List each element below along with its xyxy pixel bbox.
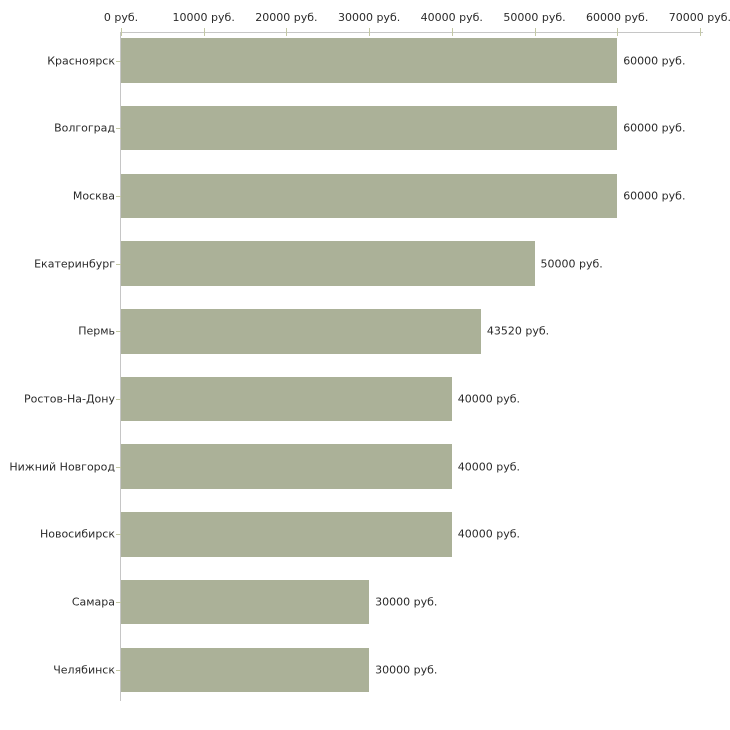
category-label: Нижний Новгород <box>9 460 115 474</box>
bar <box>121 376 452 422</box>
category-label: Новосибирск <box>39 527 115 541</box>
bar <box>121 444 452 489</box>
value-label: 60000 руб. <box>623 189 686 203</box>
value-label: 30000 руб. <box>375 595 438 609</box>
bar <box>121 173 618 219</box>
x-axis-tick-label: 60000 руб. <box>586 11 649 24</box>
bar <box>121 579 370 625</box>
x-axis-tick-label: 40000 руб. <box>420 11 483 24</box>
x-axis-tick-mark <box>203 28 205 36</box>
x-axis-tick-label: 70000 руб. <box>668 11 730 24</box>
value-label: 40000 руб. <box>457 392 521 406</box>
y-axis-tick-mark <box>116 669 122 671</box>
bar <box>121 512 452 557</box>
bar <box>121 105 618 151</box>
x-axis-tick-label: 20000 руб. <box>255 11 318 24</box>
x-axis-tick-mark <box>451 28 453 36</box>
category-label: Ростов-На-Дону <box>23 392 115 406</box>
category-label: Москва <box>72 189 115 203</box>
value-label: 60000 руб. <box>623 54 686 67</box>
y-axis-tick-mark <box>116 534 122 536</box>
y-axis-tick-mark <box>116 263 122 265</box>
category-label: Челябинск <box>53 663 115 677</box>
y-axis-tick-mark <box>116 466 122 468</box>
x-axis-tick-mark <box>699 28 701 36</box>
category-label: Самара <box>71 595 115 609</box>
x-axis-tick-mark <box>286 28 288 36</box>
value-label: 40000 руб. <box>457 460 521 474</box>
x-axis-line <box>120 32 703 33</box>
value-label: 60000 руб. <box>623 121 686 135</box>
y-axis-tick-mark <box>116 128 122 130</box>
x-axis-tick-mark <box>534 28 536 36</box>
bar <box>121 309 481 354</box>
category-label: Пермь <box>78 324 115 338</box>
category-label: Красноярск <box>47 54 115 67</box>
bar <box>121 38 618 83</box>
x-axis-tick-mark <box>369 28 371 36</box>
x-axis-tick-label: 10000 руб. <box>172 11 235 24</box>
y-axis-tick-mark <box>116 60 122 62</box>
x-axis-tick-label: 0 руб. <box>103 11 139 24</box>
y-axis-line <box>120 32 121 701</box>
y-axis-tick-mark <box>116 602 122 604</box>
x-axis-tick-mark <box>617 28 619 36</box>
value-label: 30000 руб. <box>375 663 438 677</box>
value-label: 43520 руб. <box>486 324 550 338</box>
y-axis-tick-mark <box>116 399 122 400</box>
category-label: Волгоград <box>54 121 115 135</box>
y-axis-tick-mark <box>116 195 122 197</box>
category-label: Екатеринбург <box>34 257 115 271</box>
x-axis-tick-mark <box>121 28 122 36</box>
x-axis-tick-label: 30000 руб. <box>337 11 401 24</box>
value-label: 40000 руб. <box>457 527 521 541</box>
bar <box>121 647 370 693</box>
value-label: 50000 руб. <box>540 257 603 271</box>
y-axis-tick-mark <box>116 331 122 333</box>
x-axis-tick-label: 50000 руб. <box>503 11 566 24</box>
bar <box>121 241 535 286</box>
